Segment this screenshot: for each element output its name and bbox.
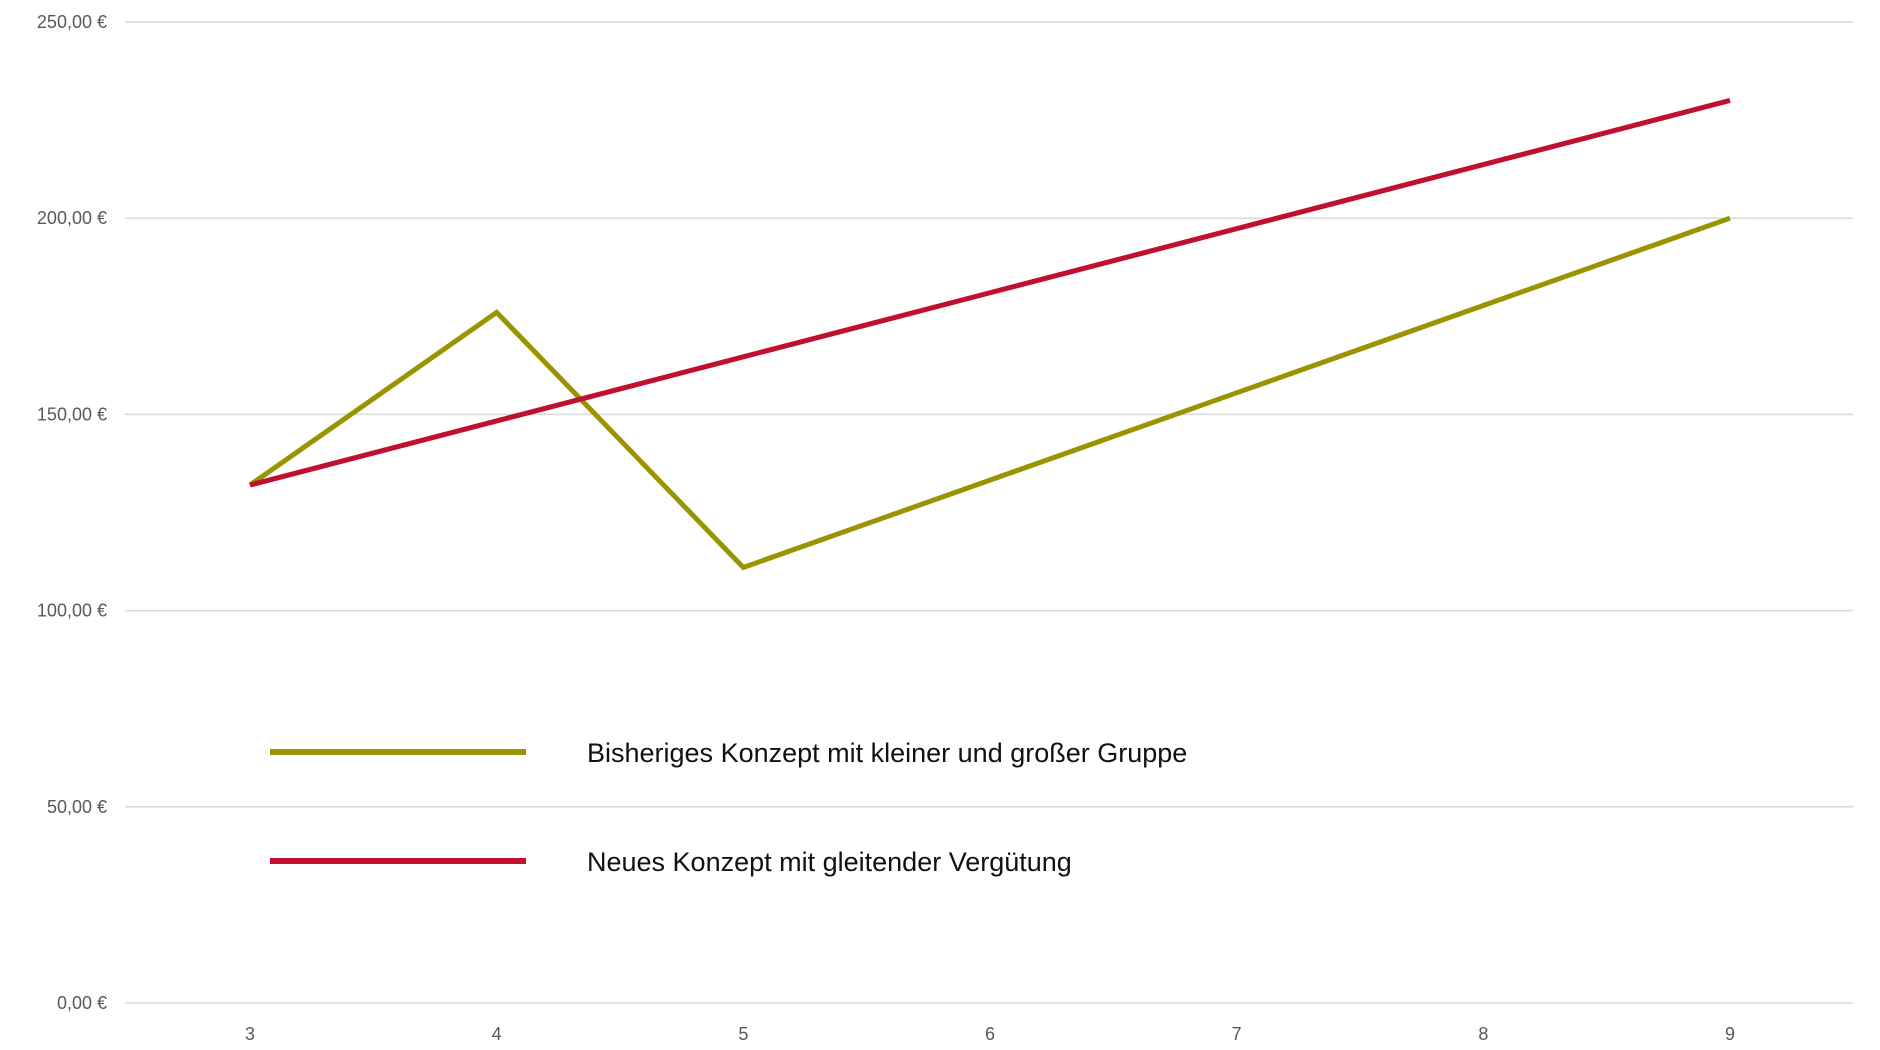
series-line-1 [248, 215, 1731, 571]
x-tick-label: 3 [245, 1024, 255, 1044]
series-line-2 [249, 98, 1731, 488]
y-axis-tick-labels: 0,00 € 50,00 € 100,00 € 150,00 € 200,00 € 250… [37, 12, 107, 1013]
x-tick-label: 5 [738, 1024, 748, 1044]
y-tick-label: 200,00 € [37, 208, 107, 228]
series-lines [248, 98, 1731, 571]
x-tick-label: 8 [1478, 1024, 1488, 1044]
y-tick-label: 0,00 € [57, 993, 107, 1013]
legend: Bisheriges Konzept mit kleiner und große… [270, 738, 1187, 877]
y-tick-label: 100,00 € [37, 601, 107, 621]
gridlines [125, 21, 1853, 1004]
y-tick-label: 50,00 € [47, 797, 107, 817]
y-tick-label: 150,00 € [37, 404, 107, 424]
x-tick-label: 6 [985, 1024, 995, 1044]
x-tick-label: 9 [1725, 1024, 1735, 1044]
legend-label-1: Bisheriges Konzept mit kleiner und große… [587, 738, 1187, 768]
x-tick-label: 4 [492, 1024, 502, 1044]
legend-label-2: Neues Konzept mit gleitender Vergütung [587, 847, 1072, 877]
x-axis-tick-labels: 3 4 5 6 7 8 9 [245, 1024, 1735, 1044]
x-tick-label: 7 [1232, 1024, 1242, 1044]
y-tick-label: 250,00 € [37, 12, 107, 32]
